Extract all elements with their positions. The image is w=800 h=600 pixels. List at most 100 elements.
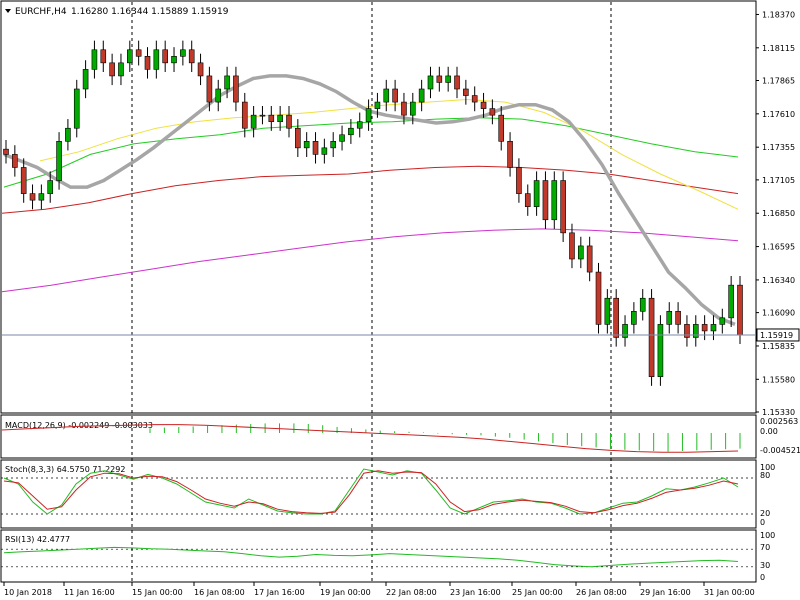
candle — [73, 79, 80, 138]
candle — [188, 40, 195, 72]
candle — [710, 315, 717, 341]
price-tick-label: 1.18115 — [762, 44, 795, 53]
price-tick-label: 1.17610 — [762, 110, 795, 119]
candle — [551, 171, 558, 229]
candle — [684, 315, 690, 347]
candle — [295, 119, 301, 157]
candle-body — [454, 75, 460, 90]
price-axis: 1.18370 1.18115 1.17865 1.17610 1.17355 1.171… — [756, 10, 795, 417]
rsi-pane[interactable] — [0, 529, 757, 583]
ma-green-line — [3, 117, 739, 188]
candle-body — [286, 114, 292, 129]
candle — [3, 140, 9, 164]
price-tick-label: 1.16850 — [762, 209, 795, 218]
candle-body — [418, 88, 425, 103]
candle — [471, 86, 478, 112]
candle-body — [524, 193, 531, 207]
candle — [303, 132, 310, 157]
macd-signal-line — [1, 424, 739, 453]
candle — [613, 289, 619, 347]
candle-body — [197, 62, 204, 77]
period-separators — [131, 2, 612, 582]
candle-body — [312, 141, 319, 155]
candle — [339, 125, 345, 151]
candle — [356, 112, 363, 138]
candle — [489, 99, 496, 125]
candle — [719, 308, 726, 334]
candle — [701, 315, 708, 341]
candle-body — [445, 75, 451, 83]
candle — [259, 106, 266, 125]
stoch-label: Stoch(8,3,3) 64.5750 71.2292 — [5, 465, 125, 474]
candle-body — [250, 114, 257, 129]
candle-body — [586, 245, 593, 273]
candle — [586, 236, 593, 282]
price-pane[interactable] — [0, 0, 757, 414]
dropdown-triangle-icon[interactable] — [5, 9, 11, 13]
candle — [418, 79, 425, 112]
candle — [533, 171, 540, 216]
macd-tick-top: 0.002563 — [760, 417, 798, 426]
candle — [454, 66, 460, 99]
candle-body — [383, 88, 390, 103]
candle — [118, 53, 124, 86]
current-price-label: 1.15919 — [760, 331, 793, 340]
candle — [330, 132, 337, 157]
candle-body — [321, 147, 328, 155]
candle-body — [542, 180, 549, 221]
rsi-tick-70: 70 — [760, 543, 770, 552]
ma-yellow-line — [39, 98, 739, 210]
stochastic-indicator — [1, 468, 756, 515]
macd-tick-bottom: -0.004521 — [760, 446, 800, 455]
candle-body — [578, 245, 584, 260]
candle — [224, 66, 230, 99]
candle — [569, 223, 575, 269]
candle-body — [463, 88, 469, 96]
candle — [153, 40, 160, 79]
candle-body — [728, 284, 734, 319]
price-tick-label: 1.16090 — [762, 309, 795, 318]
candle — [144, 47, 151, 79]
candle — [38, 184, 45, 210]
candle-body — [675, 311, 681, 325]
candle-body — [666, 311, 673, 325]
candlesticks — [3, 40, 743, 386]
stoch-tick-80: 80 — [760, 471, 770, 480]
candle-body — [3, 148, 9, 155]
time-tick-label: 23 Jan 16:00 — [450, 588, 501, 597]
candle-body — [639, 297, 646, 312]
candle-body — [631, 311, 637, 325]
candle-body — [206, 75, 213, 103]
time-tick-label: 29 Jan 16:00 — [640, 588, 691, 597]
candle-body — [374, 101, 381, 109]
current-price-badge: 1.15919 — [756, 328, 800, 342]
candle — [409, 92, 416, 125]
candle — [436, 66, 443, 92]
candle — [365, 99, 372, 131]
candle-body — [277, 114, 283, 122]
candle — [277, 106, 283, 131]
rsi-tick-100: 100 — [760, 531, 775, 540]
candle-body — [489, 108, 496, 116]
candle-body — [241, 101, 248, 129]
candle-body — [657, 324, 664, 377]
candle-body — [268, 114, 275, 122]
candle-body — [180, 49, 186, 57]
candle — [171, 47, 177, 72]
candle — [100, 40, 107, 72]
time-tick-label: 25 Jan 00:00 — [512, 588, 563, 597]
candle-body — [73, 88, 80, 129]
symbol-label: EURCHF,H4 — [15, 7, 67, 17]
time-tick-label: 16 Jan 08:00 — [194, 588, 245, 597]
candle-body — [622, 324, 628, 338]
candle-body — [692, 324, 699, 338]
candle — [206, 66, 213, 112]
ma-magenta-line — [1, 228, 739, 293]
candle-body — [533, 180, 540, 207]
rsi-label: RSI(13) 42.4777 — [5, 535, 70, 544]
time-tick-label: 10 Jan 2018 — [4, 588, 52, 597]
candle-body — [82, 69, 89, 90]
candle-body — [710, 324, 717, 332]
